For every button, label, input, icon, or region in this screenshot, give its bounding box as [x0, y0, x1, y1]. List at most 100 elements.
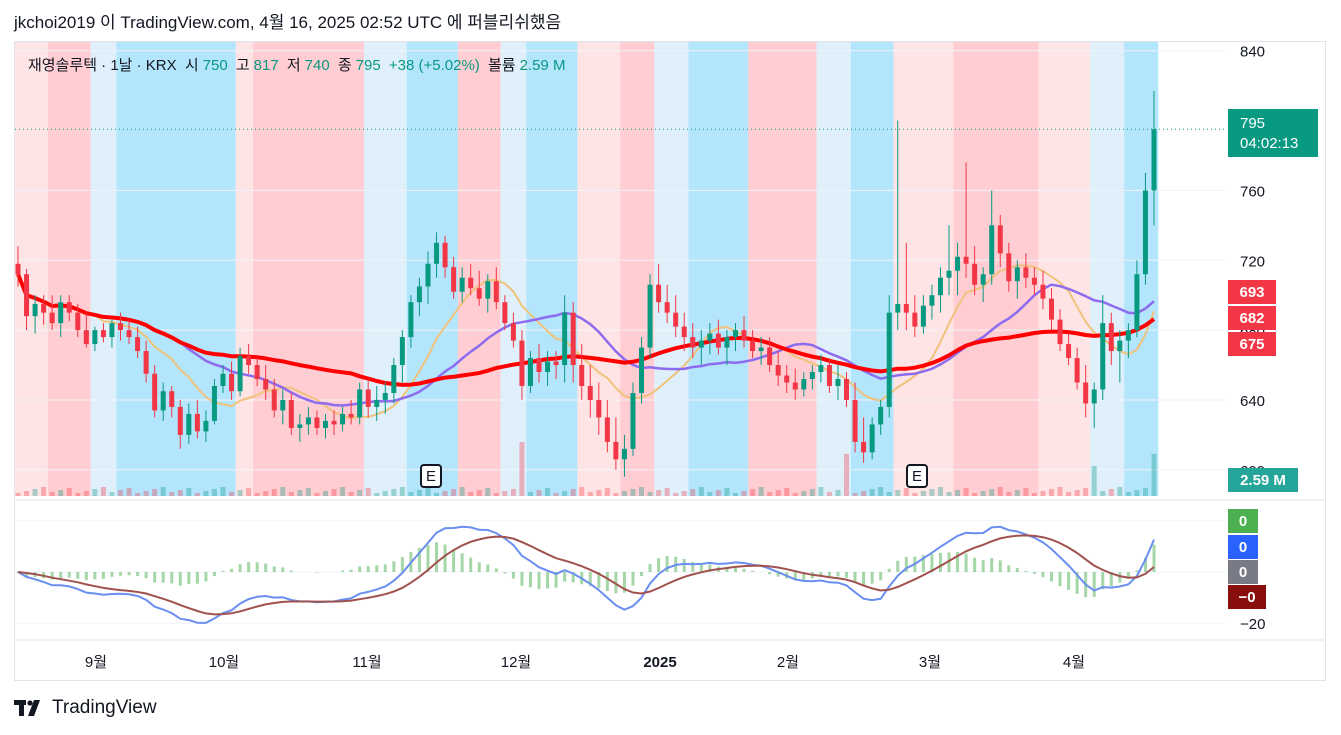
- osc-histogram-bar: [1143, 557, 1147, 572]
- bg-zone: [235, 42, 253, 496]
- volume-bar: [707, 492, 713, 496]
- price-tick-label: 640: [1240, 393, 1265, 410]
- candle-body: [852, 399, 858, 442]
- candle-body: [348, 413, 354, 418]
- osc-histogram-bar: [375, 565, 379, 572]
- volume-bar: [963, 488, 969, 496]
- osc-histogram-bar: [588, 572, 592, 587]
- osc-histogram-bar: [93, 572, 97, 580]
- volume-bar: [391, 489, 397, 496]
- volume-bar: [297, 490, 303, 496]
- candle-body: [237, 356, 243, 392]
- candle-body: [493, 281, 499, 303]
- volume-bar: [143, 491, 149, 496]
- candle-body: [476, 288, 482, 299]
- volume-bar: [972, 493, 978, 496]
- bg-zone: [1038, 42, 1090, 496]
- osc-histogram-bar: [76, 572, 80, 579]
- candle-body: [305, 417, 311, 425]
- candle-body: [1091, 389, 1097, 404]
- volume-bar: [1134, 490, 1140, 496]
- candle-body: [160, 391, 166, 411]
- candle-body: [263, 379, 269, 390]
- footer-brand[interactable]: TradingView: [14, 697, 157, 719]
- price-tick-label: 840: [1240, 44, 1265, 61]
- volume-bar: [340, 487, 346, 496]
- candle-body: [1117, 340, 1123, 352]
- candle-body: [775, 365, 781, 376]
- volume-bar: [946, 492, 952, 496]
- osc-histogram-bar: [118, 572, 122, 576]
- osc-histogram-bar: [1032, 572, 1036, 574]
- candle-body: [152, 373, 158, 411]
- volume-bar: [545, 488, 551, 496]
- candle-body: [630, 392, 636, 449]
- osc-histogram-bar: [452, 549, 456, 572]
- bg-zone: [363, 42, 407, 496]
- bg-zone: [500, 42, 527, 496]
- osc-histogram-bar: [1109, 572, 1113, 587]
- volume-bar: [587, 492, 593, 496]
- volume-bar: [878, 487, 884, 496]
- candle-body: [288, 399, 294, 428]
- earnings-marker[interactable]: E: [906, 464, 928, 488]
- candle-body: [784, 375, 790, 383]
- legend-symbol[interactable]: 재영솔루텍 · 1날 · KRX: [28, 57, 177, 74]
- volume-bar: [288, 492, 294, 496]
- osc-histogram-bar: [460, 553, 464, 572]
- candle-body: [442, 242, 448, 268]
- volume-bar: [826, 492, 832, 496]
- volume-bar: [434, 493, 440, 496]
- volume-bar: [698, 487, 704, 496]
- osc-histogram-bar: [836, 572, 840, 577]
- volume-bar: [109, 492, 115, 496]
- volume-bar: [647, 492, 653, 496]
- volume-bar: [912, 493, 918, 496]
- osc-histogram-bar: [520, 572, 524, 586]
- volume-bar: [15, 493, 21, 496]
- volume-bar: [92, 489, 98, 496]
- candle-body: [177, 406, 183, 435]
- volume-bar: [519, 442, 525, 496]
- volume-bar: [83, 491, 89, 496]
- earnings-marker[interactable]: E: [420, 464, 442, 488]
- candle-body: [570, 312, 576, 366]
- volume-bar: [135, 493, 141, 496]
- candle-body: [254, 365, 260, 380]
- candle-body: [903, 303, 909, 313]
- osc-histogram-bar: [904, 557, 908, 572]
- osc-histogram-bar: [486, 564, 490, 572]
- osc-histogram-bar: [751, 570, 755, 572]
- volume-bar: [621, 491, 627, 496]
- osc-histogram-bar: [127, 572, 131, 576]
- candle-body: [58, 302, 64, 324]
- osc-histogram-bar: [358, 566, 362, 572]
- volume-bar: [741, 491, 747, 496]
- candle-body: [66, 302, 72, 313]
- volume-bar: [169, 492, 175, 496]
- osc-histogram-bar: [930, 554, 934, 572]
- candle-body: [861, 441, 867, 453]
- footer-brand-label: TradingView: [52, 697, 157, 718]
- osc-histogram-bar: [1050, 572, 1054, 582]
- candle-body: [972, 263, 978, 285]
- osc-histogram-bar: [349, 569, 353, 572]
- volume-bar: [1066, 492, 1072, 496]
- osc-histogram-bar: [870, 572, 874, 584]
- candle-body: [579, 365, 585, 386]
- volume-bar: [194, 493, 200, 496]
- candle-body: [1142, 190, 1148, 275]
- candle-body: [1006, 253, 1012, 282]
- bg-zone: [1124, 42, 1159, 496]
- candle-body: [792, 382, 798, 390]
- volume-bar: [408, 492, 414, 496]
- last-price-tag: 795 04:02:13: [1228, 109, 1318, 157]
- volume-bar: [690, 489, 696, 496]
- chart-frame: [14, 41, 1326, 681]
- candle-body: [510, 323, 516, 341]
- osc-histogram-bar: [614, 572, 618, 594]
- candle-body: [75, 312, 81, 331]
- volume-bar: [809, 489, 815, 496]
- candle-body: [1057, 319, 1063, 345]
